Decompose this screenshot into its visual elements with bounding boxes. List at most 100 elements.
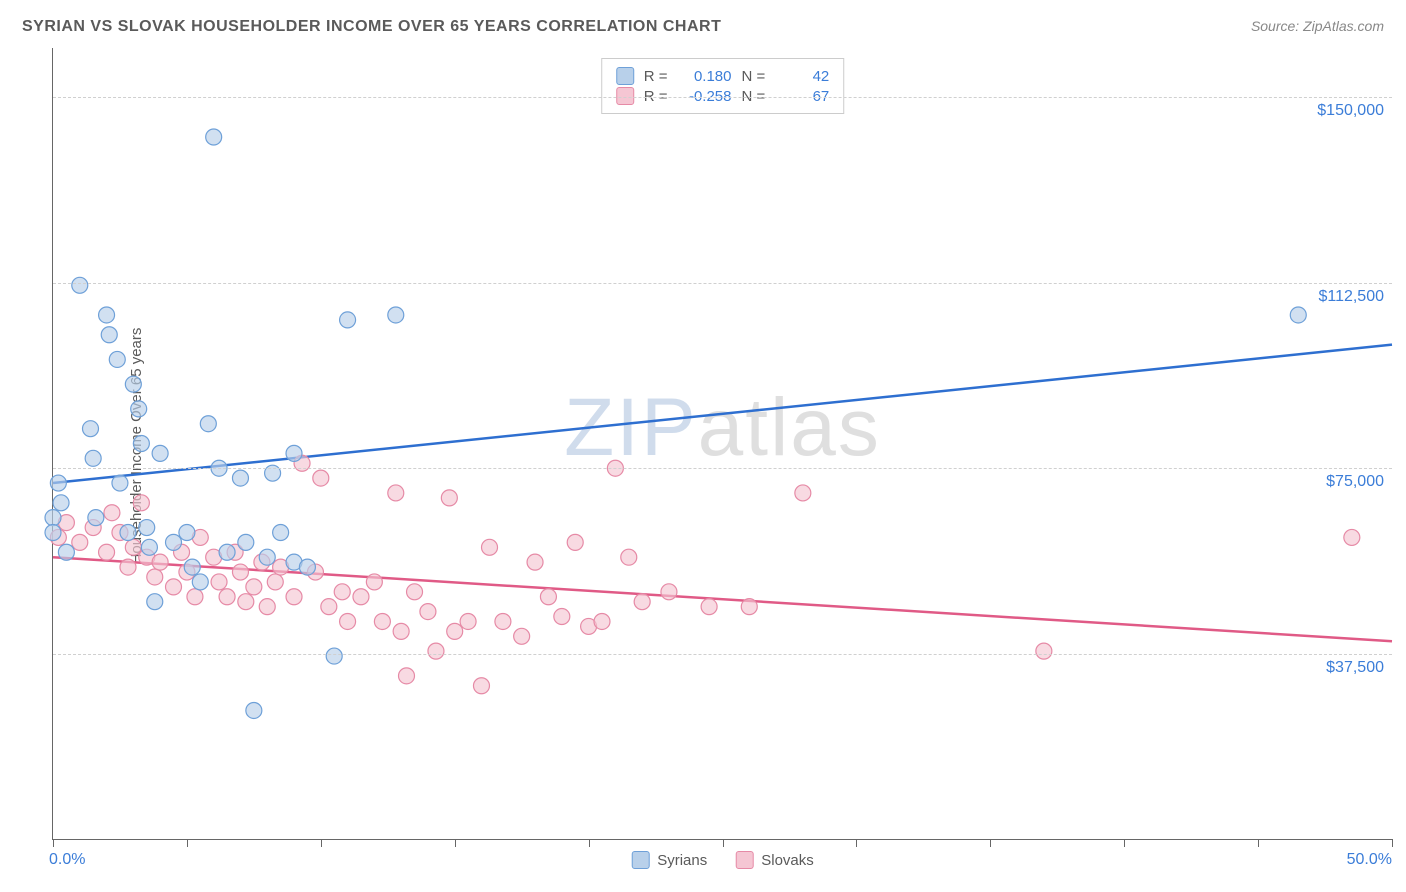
data-point-slovaks: [661, 584, 677, 600]
x-max-label: 50.0%: [1347, 851, 1392, 869]
data-point-syrians: [388, 307, 404, 323]
data-point-slovaks: [1344, 529, 1360, 545]
data-point-syrians: [133, 436, 149, 452]
data-point-syrians: [85, 450, 101, 466]
data-point-syrians: [179, 524, 195, 540]
data-point-slovaks: [473, 678, 489, 694]
chart-container: SYRIAN VS SLOVAK HOUSEHOLDER INCOME OVER…: [0, 0, 1406, 892]
data-point-slovaks: [398, 668, 414, 684]
data-point-slovaks: [701, 599, 717, 615]
data-point-syrians: [246, 702, 262, 718]
data-point-syrians: [299, 559, 315, 575]
gridline-h: [53, 97, 1392, 98]
ytick-label: $37,500: [1326, 659, 1384, 677]
data-point-syrians: [101, 327, 117, 343]
title-bar: SYRIAN VS SLOVAK HOUSEHOLDER INCOME OVER…: [22, 18, 1384, 36]
data-point-slovaks: [72, 534, 88, 550]
data-point-slovaks: [104, 505, 120, 521]
data-point-syrians: [112, 475, 128, 491]
gridline-h: [53, 468, 1392, 469]
series-legend: Syrians Slovaks: [631, 851, 814, 869]
data-point-slovaks: [540, 589, 556, 605]
xtick: [53, 839, 54, 847]
data-point-syrians: [340, 312, 356, 328]
data-point-slovaks: [741, 599, 757, 615]
ytick-label: $150,000: [1317, 102, 1384, 120]
gridline-h: [53, 654, 1392, 655]
data-point-syrians: [238, 534, 254, 550]
xtick: [723, 839, 724, 847]
data-point-slovaks: [407, 584, 423, 600]
xtick: [1124, 839, 1125, 847]
data-point-slovaks: [147, 569, 163, 585]
data-point-syrians: [273, 524, 289, 540]
data-point-syrians: [45, 524, 61, 540]
xtick: [455, 839, 456, 847]
ytick-label: $112,500: [1318, 288, 1384, 306]
n-value-slovaks: 67: [775, 88, 829, 105]
legend-swatch-syrians: [631, 851, 649, 869]
data-point-slovaks: [795, 485, 811, 501]
data-point-slovaks: [120, 559, 136, 575]
data-point-syrians: [200, 416, 216, 432]
data-point-syrians: [45, 510, 61, 526]
data-point-syrians: [232, 470, 248, 486]
r-value-syrians: 0.180: [678, 68, 732, 85]
data-point-slovaks: [340, 613, 356, 629]
xtick: [589, 839, 590, 847]
data-point-syrians: [109, 351, 125, 367]
correlation-row-slovaks: R = -0.258 N = 67: [616, 87, 830, 105]
data-point-slovaks: [334, 584, 350, 600]
data-point-syrians: [72, 277, 88, 293]
data-point-slovaks: [428, 643, 444, 659]
data-point-slovaks: [527, 554, 543, 570]
data-point-slovaks: [211, 574, 227, 590]
legend-item-slovaks: Slovaks: [735, 851, 814, 869]
legend-label-syrians: Syrians: [657, 852, 707, 869]
data-point-slovaks: [460, 613, 476, 629]
n-value-syrians: 42: [775, 68, 829, 85]
data-point-slovaks: [219, 589, 235, 605]
data-point-slovaks: [238, 594, 254, 610]
data-point-slovaks: [259, 599, 275, 615]
data-point-slovaks: [388, 485, 404, 501]
data-point-slovaks: [232, 564, 248, 580]
x-min-label: 0.0%: [49, 851, 85, 869]
swatch-syrians: [616, 67, 634, 85]
regression-line-syrians: [53, 345, 1392, 483]
data-point-slovaks: [374, 613, 390, 629]
data-point-slovaks: [1036, 643, 1052, 659]
data-point-slovaks: [567, 534, 583, 550]
data-point-syrians: [1290, 307, 1306, 323]
data-point-syrians: [50, 475, 66, 491]
data-point-slovaks: [420, 604, 436, 620]
data-point-slovaks: [621, 549, 637, 565]
data-point-slovaks: [366, 574, 382, 590]
data-point-syrians: [141, 539, 157, 555]
data-point-slovaks: [313, 470, 329, 486]
data-point-syrians: [206, 129, 222, 145]
legend-label-slovaks: Slovaks: [761, 852, 814, 869]
data-point-syrians: [139, 520, 155, 536]
data-point-syrians: [58, 544, 74, 560]
data-point-syrians: [125, 376, 141, 392]
gridline-h: [53, 283, 1392, 284]
xtick: [1258, 839, 1259, 847]
data-point-slovaks: [133, 495, 149, 511]
data-point-syrians: [88, 510, 104, 526]
data-point-syrians: [152, 445, 168, 461]
data-point-slovaks: [246, 579, 262, 595]
correlation-legend: R = 0.180 N = 42 R = -0.258 N = 67: [601, 58, 845, 114]
r-value-slovaks: -0.258: [678, 88, 732, 105]
data-point-syrians: [166, 534, 182, 550]
data-point-slovaks: [125, 539, 141, 555]
data-point-slovaks: [441, 490, 457, 506]
data-point-slovaks: [447, 623, 463, 639]
data-point-slovaks: [353, 589, 369, 605]
data-point-syrians: [82, 421, 98, 437]
xtick: [1392, 839, 1393, 847]
data-point-syrians: [326, 648, 342, 664]
data-point-syrians: [259, 549, 275, 565]
data-point-syrians: [53, 495, 69, 511]
data-point-syrians: [147, 594, 163, 610]
